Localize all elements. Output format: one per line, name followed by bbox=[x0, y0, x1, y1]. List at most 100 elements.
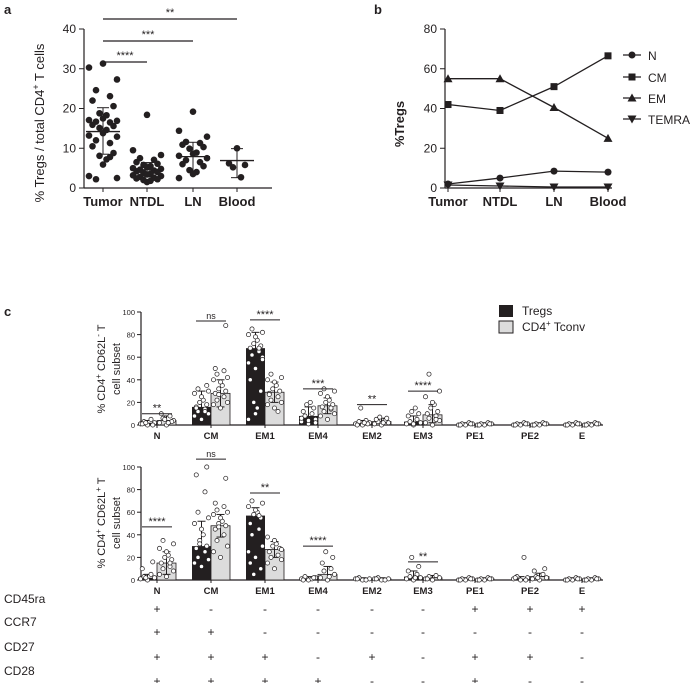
data-point bbox=[249, 326, 255, 332]
bar-xtick-label: EM4 bbox=[308, 431, 328, 442]
panel-a-point bbox=[85, 64, 93, 71]
data-point bbox=[247, 521, 253, 526]
significance-label: **** bbox=[256, 309, 274, 321]
data-point bbox=[270, 386, 276, 392]
bar-xtick-label: EM2 bbox=[362, 431, 382, 442]
data-point bbox=[319, 560, 325, 566]
data-point bbox=[260, 357, 265, 362]
data-point bbox=[409, 408, 415, 414]
marker-cell: - bbox=[209, 602, 213, 616]
marker-cell: - bbox=[580, 650, 584, 664]
legend-marker-cm bbox=[628, 73, 636, 81]
data-point bbox=[487, 421, 493, 427]
bar-ytick-label: 40 bbox=[127, 531, 135, 540]
marker-table: CD45ra + - - - - - + + + CCR7 + + - - - - - - - CD27 + + + - + - + +… bbox=[4, 592, 586, 683]
data-point bbox=[206, 515, 211, 521]
marker-cell: + bbox=[471, 650, 478, 664]
data-point bbox=[354, 576, 360, 582]
marker-cell: + bbox=[471, 674, 478, 683]
data-point bbox=[268, 554, 274, 560]
data-point bbox=[416, 563, 422, 569]
data-point bbox=[304, 402, 310, 408]
bar-ytick-label: 20 bbox=[127, 553, 135, 562]
marker-cell: + bbox=[153, 674, 160, 683]
bar-tregs bbox=[246, 348, 265, 425]
data-point bbox=[265, 402, 270, 408]
data-point bbox=[564, 422, 570, 428]
data-point bbox=[253, 507, 258, 513]
data-point bbox=[412, 575, 418, 581]
panel-a-point bbox=[186, 145, 193, 152]
data-point bbox=[204, 383, 210, 388]
panel-a-point bbox=[96, 152, 103, 160]
data-point bbox=[325, 416, 330, 422]
data-point bbox=[270, 543, 276, 549]
panel-a-point bbox=[143, 111, 151, 119]
data-point bbox=[583, 422, 589, 428]
panel-b-xtick-label: Tumor bbox=[428, 194, 467, 209]
data-point bbox=[318, 390, 323, 396]
bar-xtick-label: PE1 bbox=[466, 586, 485, 597]
data-point bbox=[300, 408, 306, 414]
data-point bbox=[468, 576, 474, 582]
marker-cell: - bbox=[370, 625, 374, 639]
data-point bbox=[223, 475, 229, 481]
data-point bbox=[157, 420, 162, 426]
panel-b-point-em bbox=[495, 74, 505, 83]
data-point bbox=[405, 413, 411, 419]
data-point bbox=[251, 571, 257, 577]
legend-marker-temra bbox=[627, 115, 637, 124]
data-point bbox=[372, 421, 377, 427]
panel-a-point bbox=[241, 161, 249, 169]
data-point bbox=[247, 560, 253, 566]
data-point bbox=[594, 576, 600, 582]
data-point bbox=[512, 575, 518, 581]
data-point bbox=[272, 379, 277, 385]
panel-b-ylabel: %Tregs bbox=[392, 101, 407, 147]
marker-cell: + bbox=[261, 674, 268, 683]
panel-a-ytick-label: 30 bbox=[63, 62, 77, 76]
data-point bbox=[433, 573, 439, 578]
data-point bbox=[272, 405, 277, 411]
panel-b-ytick-label: 80 bbox=[424, 22, 438, 36]
data-point bbox=[247, 377, 253, 383]
panel-a-significance-brackets: ********* bbox=[103, 7, 237, 63]
data-point bbox=[167, 413, 173, 419]
panel-a-point bbox=[133, 175, 140, 182]
data-point bbox=[214, 371, 220, 377]
data-point bbox=[404, 421, 409, 427]
data-point bbox=[214, 397, 220, 403]
data-point bbox=[521, 554, 527, 560]
data-point bbox=[430, 422, 435, 428]
panel-a-point bbox=[110, 102, 117, 110]
data-point bbox=[476, 422, 482, 428]
data-point bbox=[206, 411, 211, 417]
panel-a-point bbox=[89, 121, 96, 129]
legend-marker-n bbox=[628, 51, 636, 59]
data-point bbox=[332, 571, 337, 577]
marker-row-label: CD28 bbox=[4, 664, 35, 678]
data-point bbox=[152, 575, 157, 581]
bar-tregs bbox=[192, 546, 211, 580]
panel-b-series-line-n bbox=[447, 170, 609, 185]
data-point bbox=[164, 574, 169, 580]
data-point bbox=[476, 577, 482, 583]
panel-b-point-em bbox=[443, 74, 453, 83]
data-point bbox=[358, 405, 364, 411]
panel-b-point-n bbox=[604, 168, 612, 176]
data-point bbox=[258, 388, 264, 394]
panel-b-point-cm bbox=[496, 106, 504, 114]
panel-b-point-temra bbox=[443, 181, 453, 190]
panel-c-top-ylabel-line2: cell subset bbox=[111, 343, 123, 395]
data-point bbox=[193, 545, 199, 551]
bar-xtick-label: N bbox=[154, 431, 161, 442]
data-point bbox=[204, 464, 210, 470]
data-point bbox=[279, 557, 284, 563]
data-point bbox=[418, 575, 423, 581]
panel-b-ytick-label: 60 bbox=[424, 62, 438, 76]
panel-a-bracket-label: **** bbox=[116, 50, 134, 62]
panel-a-point bbox=[96, 124, 103, 132]
panel-b-series-line-cm bbox=[447, 55, 609, 112]
data-point bbox=[247, 345, 253, 351]
